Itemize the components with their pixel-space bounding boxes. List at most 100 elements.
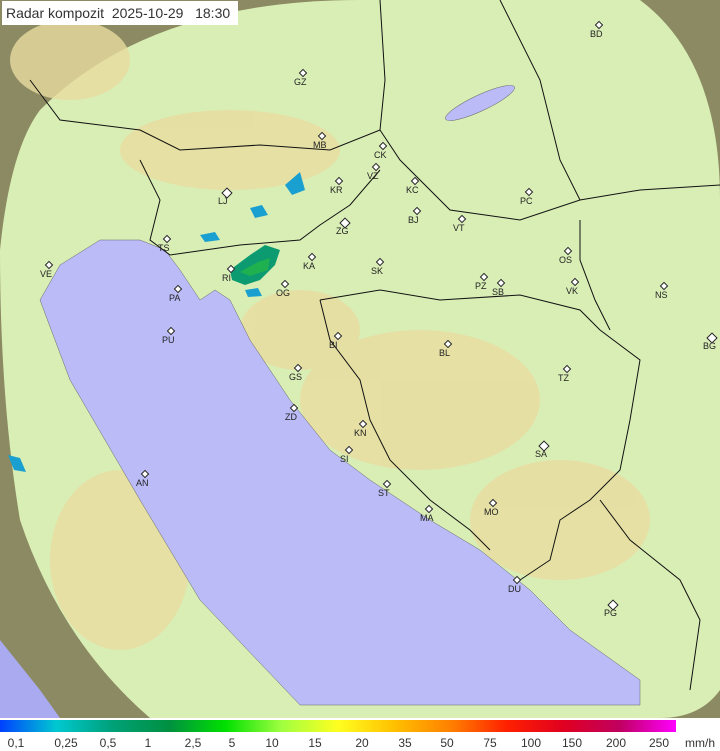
radar-echoes xyxy=(8,172,305,472)
legend-value: 100 xyxy=(520,736,542,750)
city-label: KC xyxy=(406,185,419,195)
legend-value: 10 xyxy=(265,736,279,750)
city-pz: PZ xyxy=(475,272,489,291)
terrain xyxy=(10,20,650,650)
city-label: VT xyxy=(453,223,465,233)
city-kc: KC xyxy=(406,176,420,195)
city-ck: CK xyxy=(374,141,388,160)
city-si: SI xyxy=(340,445,354,464)
city-label: BG xyxy=(703,341,717,351)
city-label: KN xyxy=(354,428,367,438)
city-vk: VK xyxy=(566,277,580,296)
city-label: OS xyxy=(559,255,573,265)
city-label: OG xyxy=(276,288,291,298)
city-label: ZD xyxy=(285,412,297,422)
city-bi: BI xyxy=(329,331,343,350)
city-label: PG xyxy=(604,608,618,618)
city-label: DU xyxy=(508,584,521,594)
city-ka: KA xyxy=(303,252,317,271)
city-label: VK xyxy=(566,286,579,296)
legend-value: 0,1 xyxy=(7,736,25,750)
city-label: VZ xyxy=(367,171,379,181)
city-label: KR xyxy=(330,185,343,195)
borders xyxy=(29,0,720,691)
city-label: CK xyxy=(374,150,387,160)
city-ri: RI xyxy=(222,264,236,283)
city-label: SA xyxy=(535,449,548,459)
city-label: PA xyxy=(169,293,181,303)
legend-value: 50 xyxy=(440,736,454,750)
city-bg: BG xyxy=(703,332,718,351)
city-label: SI xyxy=(340,454,349,464)
city-os: OS xyxy=(559,246,573,265)
city-tz: TZ xyxy=(558,364,572,383)
city-label: PC xyxy=(520,196,533,206)
city-du: DU xyxy=(508,575,522,594)
city-label: MB xyxy=(313,140,327,150)
city-label: SB xyxy=(492,287,505,297)
city-sa: SA xyxy=(535,440,550,459)
city-ns: NS xyxy=(655,281,669,300)
city-gz: GZ xyxy=(294,68,308,87)
city-gs: GS xyxy=(289,363,303,382)
legend-value: 1 xyxy=(144,736,152,750)
city-label: ST xyxy=(378,488,390,498)
adriatic-sea xyxy=(39,239,641,706)
city-label: VE xyxy=(40,269,53,279)
legend-labels: 0,1 0,25 0,5 1 2,5 5 10 15 20 35 50 75 100 150 200 250 m… xyxy=(0,736,720,751)
city-label: BI xyxy=(329,340,338,350)
legend-value: 35 xyxy=(398,736,412,750)
city-pc: PC xyxy=(520,187,534,206)
city-bj: BJ xyxy=(408,206,422,225)
city-st: ST xyxy=(378,479,392,498)
city-bl: BL xyxy=(439,339,453,358)
city-pa: PA xyxy=(169,284,183,303)
legend-value: 15 xyxy=(308,736,322,750)
city-vz: VZ xyxy=(367,162,381,181)
legend-value: 250 xyxy=(648,736,670,750)
city-label: PZ xyxy=(475,281,487,291)
city-label: AN xyxy=(136,478,149,488)
city-label: NS xyxy=(655,290,668,300)
page-title: Radar kompozit 2025-10-29 18:30 xyxy=(2,1,239,25)
city-kr: KR xyxy=(330,176,344,195)
city-ma: MA xyxy=(420,504,434,523)
city-label: MA xyxy=(420,513,434,523)
legend-value: 20 xyxy=(355,736,369,750)
city-lj: LJ xyxy=(218,187,233,206)
city-bd: BD xyxy=(590,20,604,39)
city-ve: VE xyxy=(40,260,54,279)
legend-value: 200 xyxy=(605,736,627,750)
city-label: BD xyxy=(590,29,603,39)
city-label: MO xyxy=(484,507,499,517)
city-label: SK xyxy=(371,266,384,276)
city-vt: VT xyxy=(453,214,467,233)
legend-value: 5 xyxy=(228,736,236,750)
city-label: LJ xyxy=(218,196,228,206)
city-ts: TS xyxy=(158,234,172,253)
city-label: RI xyxy=(222,273,231,283)
city-mb: MB xyxy=(313,131,327,150)
city-label: KA xyxy=(303,261,316,271)
city-label: TZ xyxy=(558,373,569,383)
radar-map[interactable] xyxy=(0,0,720,718)
city-pu: PU xyxy=(162,326,176,345)
legend-value: 0,25 xyxy=(54,736,78,750)
city-label: TS xyxy=(158,243,170,253)
city-label: ZG xyxy=(336,226,349,236)
legend-unit: mm/h xyxy=(685,736,715,750)
city-label: PU xyxy=(162,335,175,345)
city-pg: PG xyxy=(604,599,619,618)
legend-value: 2,5 xyxy=(184,736,202,750)
city-mo: MO xyxy=(484,498,499,517)
legend-value: 0,5 xyxy=(99,736,117,750)
city-label: BL xyxy=(439,348,451,358)
city-label: GS xyxy=(289,372,303,382)
city-label: GZ xyxy=(294,77,307,87)
legend-value: 75 xyxy=(483,736,497,750)
city-kn: KN xyxy=(354,419,368,438)
city-zg: ZG xyxy=(336,217,351,236)
city-sb: SB xyxy=(492,278,506,297)
legend-value: 150 xyxy=(561,736,583,750)
city-zd: ZD xyxy=(285,403,299,422)
